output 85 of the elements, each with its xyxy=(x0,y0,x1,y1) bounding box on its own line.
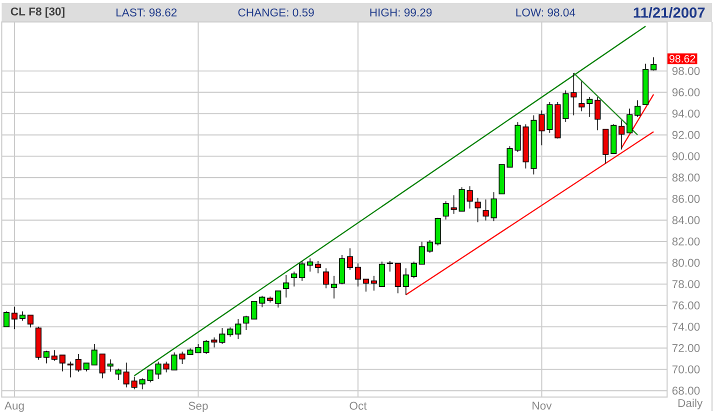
y-tick-label: 88.00 xyxy=(672,173,700,182)
candlestick xyxy=(99,353,106,378)
y-tick-label: 82.00 xyxy=(672,237,700,246)
text: HIGH: 99.29 xyxy=(370,8,432,16)
candlestick xyxy=(474,197,481,222)
candlestick xyxy=(450,194,457,214)
candlestick xyxy=(91,343,98,366)
candlestick xyxy=(386,260,393,272)
candlestick xyxy=(394,262,401,294)
candlestick xyxy=(418,241,425,264)
candlestick xyxy=(370,275,378,291)
candlestick xyxy=(11,306,18,330)
candlestick xyxy=(330,275,338,299)
y-tick-label: 94.00 xyxy=(672,109,700,118)
candlestick xyxy=(458,186,465,212)
y-tick-label: 70.00 xyxy=(672,365,700,374)
candlestick xyxy=(251,300,258,320)
candlestick xyxy=(378,261,385,287)
candlestick xyxy=(107,358,114,372)
candlestick xyxy=(362,278,370,292)
chart-title: CL F8 [30] xyxy=(10,6,64,18)
candlestick xyxy=(235,318,242,340)
candlestick xyxy=(139,378,146,390)
text: CHANGE: 0.59 xyxy=(238,8,314,16)
candlestick xyxy=(131,376,138,390)
candlestick xyxy=(67,361,74,378)
y-tick-label: 96.00 xyxy=(672,88,700,96)
text: 11/21/2007 xyxy=(634,6,705,18)
y-tick-label: 98.00 xyxy=(672,66,700,75)
candlestick xyxy=(307,258,314,272)
candlestick xyxy=(578,80,585,112)
candlestick xyxy=(227,326,234,337)
y-tick-label: 80.00 xyxy=(672,258,700,267)
candlestick xyxy=(650,56,657,71)
candlestick xyxy=(346,248,354,270)
candlestick xyxy=(51,349,58,361)
candlestick xyxy=(147,369,154,383)
candlestick xyxy=(482,198,489,221)
y-tick-label: 86.00 xyxy=(672,194,700,203)
x-tick-label: Sep xyxy=(188,402,208,412)
y-tick-label: 76.00 xyxy=(672,301,700,310)
candlestick xyxy=(27,314,34,328)
candlestick xyxy=(354,262,362,287)
candlestick xyxy=(115,368,122,380)
candlestick xyxy=(426,239,433,253)
candlestick xyxy=(586,96,593,118)
candlestick xyxy=(3,310,10,327)
text: Daily xyxy=(678,398,703,410)
candlestick xyxy=(466,186,473,209)
candlestick xyxy=(634,100,641,118)
y-tick-label: 90.00 xyxy=(672,152,700,160)
candlestick xyxy=(618,120,625,150)
candlestick xyxy=(275,290,282,308)
candlestick xyxy=(123,362,130,388)
text: LOW: 98.04 xyxy=(516,8,576,16)
candlestick xyxy=(402,268,409,296)
candlestick xyxy=(219,327,226,344)
y-tick-label: 72.00 xyxy=(672,344,700,352)
y-tick-label: 92.00 xyxy=(672,130,700,139)
y-tick-label: 84.00 xyxy=(672,216,700,224)
y-tick-label: 78.00 xyxy=(672,280,700,288)
x-tick-label: Oct xyxy=(350,402,367,410)
candlestick xyxy=(291,271,298,287)
candlestick xyxy=(259,295,266,308)
candlestick xyxy=(315,260,322,274)
text: 98.62 xyxy=(670,54,696,62)
x-tick-label: Nov xyxy=(532,402,552,410)
candlestick xyxy=(594,96,601,130)
candlestick xyxy=(442,200,449,220)
y-tick-label: 68.00 xyxy=(672,386,700,394)
candlestick xyxy=(243,315,250,330)
candlestick xyxy=(323,268,330,288)
y-tick-label: 74.00 xyxy=(672,322,700,331)
candlestick xyxy=(570,72,577,116)
candlestick xyxy=(490,192,497,222)
candlestick xyxy=(19,310,26,321)
candlestick xyxy=(59,354,66,372)
candlestick xyxy=(283,274,290,298)
x-tick-label: Aug xyxy=(4,402,24,412)
candlestick xyxy=(43,350,50,364)
candlestick xyxy=(410,261,417,278)
candlestick xyxy=(75,353,82,372)
candlestick xyxy=(626,108,633,134)
candlestick xyxy=(299,260,306,282)
text: LAST: 98.62 xyxy=(116,8,177,16)
